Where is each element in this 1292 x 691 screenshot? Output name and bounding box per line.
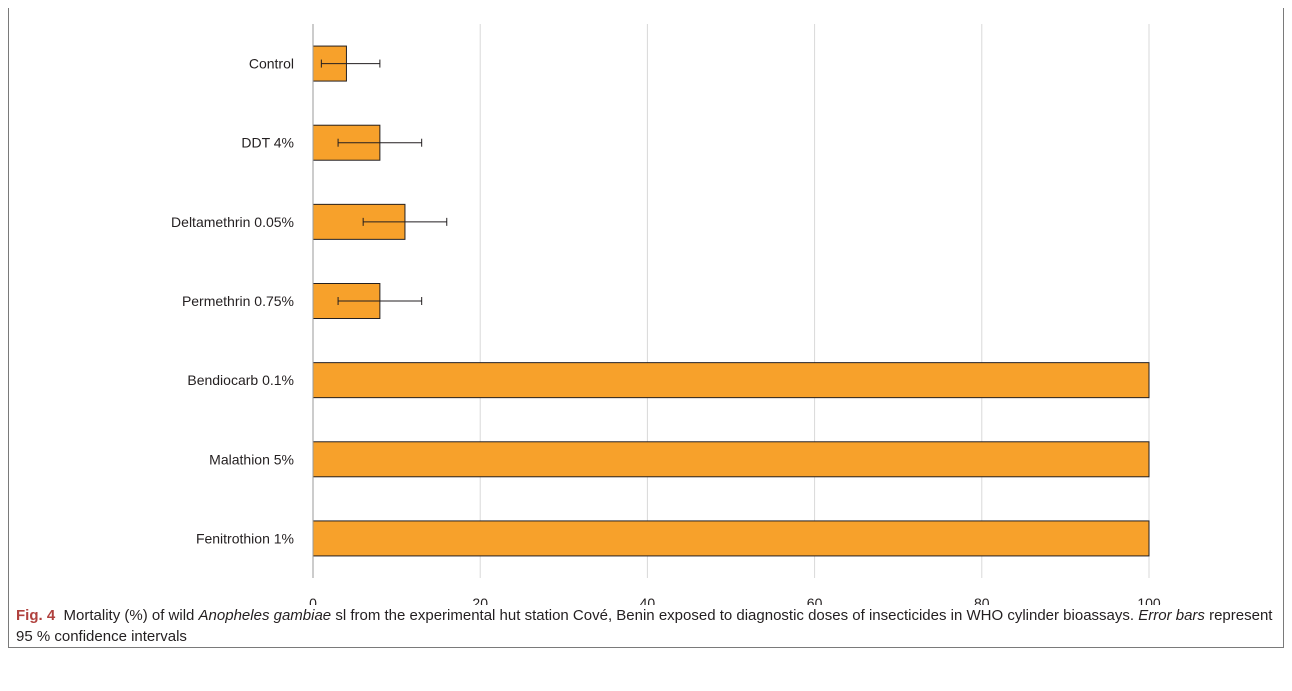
caption-species: Anopheles gambiae bbox=[198, 607, 332, 624]
category-label: Malathion 5% bbox=[209, 451, 294, 467]
figure-caption: Fig. 4 Mortality (%) of wild Anopheles g… bbox=[16, 605, 1278, 647]
bars bbox=[312, 45, 1150, 557]
error-bars bbox=[320, 59, 448, 305]
category-label: Fenitrothion 1% bbox=[196, 530, 294, 546]
bar bbox=[312, 362, 1150, 399]
bar bbox=[312, 441, 1150, 478]
x-tick-label: 80 bbox=[974, 595, 990, 605]
caption-text-2: sl from the experimental hut station Cov… bbox=[331, 607, 1139, 624]
category-label: Permethrin 0.75% bbox=[182, 293, 294, 309]
category-label: Control bbox=[249, 56, 294, 72]
y-axis-labels: Control DDT 4% Deltamethrin 0.05% Permethri… bbox=[171, 56, 294, 547]
x-axis-labels: 0 20 40 60 80 100 bbox=[309, 595, 1161, 605]
figure-frame bbox=[8, 8, 1284, 648]
caption-text-3: represent 95 % confidence intervals bbox=[16, 607, 1273, 645]
x-tick-label: 20 bbox=[472, 595, 488, 605]
x-tick-label: 100 bbox=[1137, 595, 1161, 605]
figure-label: Fig. 4 bbox=[16, 607, 56, 624]
gridlines bbox=[479, 24, 1150, 578]
bar-chart: Control DDT 4% Deltamethrin 0.05% Permethri… bbox=[171, 24, 1161, 605]
x-tick-label: 60 bbox=[807, 595, 823, 605]
category-label: Deltamethrin 0.05% bbox=[171, 214, 294, 230]
x-tick-label: 0 bbox=[309, 595, 317, 605]
caption-error-bars: Error bars bbox=[1138, 607, 1205, 624]
caption-text-1: Mortality (%) of wild bbox=[63, 607, 199, 624]
bar bbox=[312, 520, 1150, 557]
category-label: DDT 4% bbox=[241, 135, 294, 151]
x-tick-label: 40 bbox=[640, 595, 656, 605]
category-label: Bendiocarb 0.1% bbox=[187, 372, 294, 388]
